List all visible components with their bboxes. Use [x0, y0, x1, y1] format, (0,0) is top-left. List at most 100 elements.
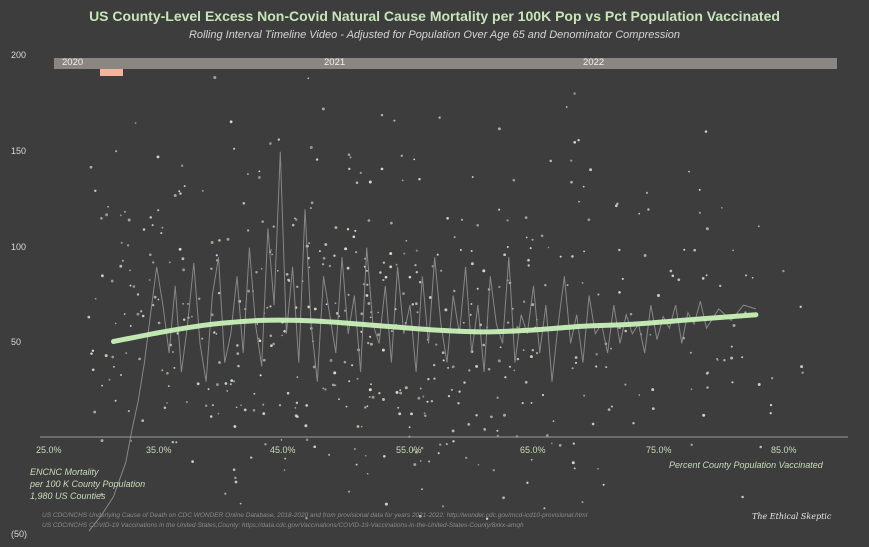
- scatter-point: [258, 176, 261, 179]
- scatter-point: [379, 271, 382, 274]
- scatter-point: [201, 337, 204, 340]
- scatter-point: [270, 249, 272, 251]
- scatter-point: [419, 387, 422, 390]
- scatter-point: [730, 356, 734, 360]
- x-tick-label: 85.0%: [771, 445, 797, 455]
- scatter-point: [558, 444, 562, 447]
- scatter-point: [458, 390, 461, 393]
- scatter-point: [266, 306, 269, 309]
- scatter-point: [545, 433, 549, 437]
- scatter-point: [129, 284, 132, 287]
- scatter-point: [390, 221, 393, 225]
- scatter-point: [540, 234, 544, 238]
- scatter-point: [759, 445, 762, 449]
- scatter-point: [91, 349, 95, 352]
- scatter-point: [475, 364, 479, 368]
- scatter-point: [269, 142, 272, 145]
- timeline-position-marker[interactable]: [100, 69, 123, 76]
- scatter-point: [428, 296, 432, 299]
- scatter-point: [657, 294, 660, 297]
- scatter-point: [706, 371, 710, 375]
- scatter-point: [296, 376, 299, 379]
- scatter-point: [399, 391, 403, 395]
- scatter-point: [239, 502, 242, 505]
- scatter-point: [370, 383, 372, 386]
- scatter-point: [451, 429, 455, 433]
- scatter-point: [355, 251, 358, 254]
- scatter-point: [329, 359, 333, 362]
- scatter-point: [529, 355, 533, 359]
- scatter-point: [344, 247, 348, 251]
- x-tick-label: 75.0%: [646, 445, 672, 455]
- scatter-point: [573, 92, 576, 95]
- scatter-point: [354, 448, 356, 450]
- scatter-point: [366, 405, 369, 408]
- scatter-point: [211, 404, 214, 407]
- scatter-point: [607, 408, 611, 411]
- scatter-point: [119, 214, 122, 217]
- scatter-point: [356, 425, 360, 428]
- scatter-point: [610, 347, 612, 350]
- scatter-point: [587, 218, 591, 222]
- scatter-point: [647, 208, 650, 211]
- scatter-point: [618, 291, 621, 294]
- scatter-point: [313, 307, 317, 311]
- scatter-point: [367, 302, 371, 305]
- scatter-point: [121, 259, 124, 262]
- scatter-point: [215, 254, 218, 257]
- scatter-point: [645, 191, 649, 195]
- scatter-point: [688, 170, 690, 173]
- scatter-point: [741, 356, 744, 359]
- scatter-point: [529, 247, 532, 250]
- scatter-point: [597, 293, 600, 296]
- scatter-point: [453, 289, 456, 293]
- scatter-point: [651, 407, 655, 410]
- scatter-point: [366, 472, 369, 475]
- scatter-point: [651, 388, 655, 392]
- scatter-point: [356, 377, 359, 380]
- scatter-point: [172, 351, 174, 353]
- scatter-point: [470, 303, 473, 305]
- scatter-point: [168, 261, 171, 264]
- scatter-point: [614, 204, 618, 208]
- scatter-point: [377, 333, 380, 337]
- scatter-point: [730, 345, 733, 348]
- scatter-point: [369, 316, 372, 319]
- scatter-point: [129, 324, 132, 327]
- scatter-point: [571, 367, 574, 370]
- scatter-dots: [87, 76, 804, 520]
- scatter-point: [351, 364, 354, 367]
- scatter-point: [453, 236, 456, 239]
- timeline-bar[interactable]: 2020 2021 2022: [54, 57, 837, 76]
- scatter-point: [157, 209, 160, 212]
- scatter-point: [272, 342, 275, 346]
- scatter-point: [325, 303, 328, 306]
- scatter-point: [526, 481, 529, 484]
- scatter-point: [506, 321, 510, 324]
- scatter-point: [769, 403, 773, 407]
- scatter-point: [446, 216, 449, 220]
- scatter-point: [138, 357, 141, 361]
- scatter-point: [451, 365, 455, 369]
- scatter-point: [215, 383, 219, 387]
- scatter-point: [127, 218, 131, 222]
- scatter-point: [207, 388, 210, 391]
- scatter-point: [246, 173, 249, 176]
- scatter-point: [235, 406, 238, 409]
- scatter-point: [269, 305, 272, 308]
- scatter-point: [257, 337, 260, 340]
- scatter-point: [445, 443, 448, 446]
- scatter-point: [226, 390, 229, 392]
- scatter-point: [435, 343, 438, 346]
- scatter-point: [232, 468, 236, 471]
- scatter-point: [119, 264, 123, 268]
- scatter-point: [428, 460, 431, 463]
- scatter-point: [283, 329, 286, 333]
- chart-subtitle: Rolling Interval Timeline Video - Adjust…: [188, 29, 681, 41]
- scatter-point: [322, 387, 325, 390]
- scatter-point: [577, 138, 580, 142]
- scatter-point: [544, 283, 547, 287]
- scatter-point: [397, 406, 400, 409]
- scatter-point: [382, 454, 386, 458]
- scatter-point: [294, 217, 296, 220]
